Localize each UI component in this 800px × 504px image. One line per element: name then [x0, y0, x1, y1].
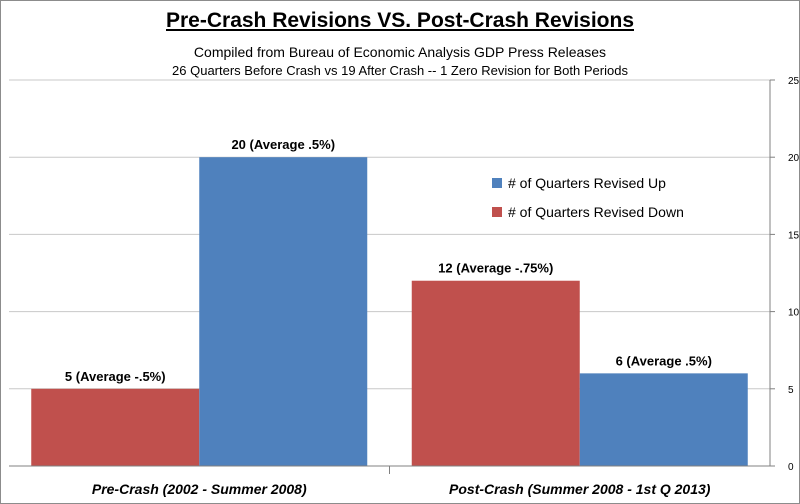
y-tick-label: 5: [788, 385, 794, 396]
data-label: 6 (Average .5%): [616, 353, 712, 368]
data-label: 20 (Average .5%): [231, 137, 335, 152]
legend-entry: # of Quarters Revised Up: [508, 175, 666, 191]
bar-up-0: [199, 157, 368, 466]
legend-swatch: [492, 207, 502, 217]
x-category-label: Post-Crash (Summer 2008 - 1st Q 2013): [449, 481, 711, 497]
x-category-label: Pre-Crash (2002 - Summer 2008): [92, 481, 307, 497]
bars: [31, 157, 748, 466]
y-tick-label: 10: [788, 308, 800, 319]
bar-up-1: [579, 373, 748, 466]
y-tick-label: 0: [788, 462, 794, 473]
data-label: 5 (Average -.5%): [65, 369, 166, 384]
bar-down-0: [31, 388, 200, 466]
y-tick-label: 20: [788, 153, 800, 164]
legend-swatch: [492, 178, 502, 188]
y-tick-label: 25: [788, 76, 800, 87]
data-label: 12 (Average -.75%): [438, 261, 553, 276]
legend-entry: # of Quarters Revised Down: [508, 204, 684, 220]
y-tick-label: 15: [788, 230, 800, 241]
data-labels: 5 (Average -.5%) 20 (Average .5%) 12 (Aver…: [65, 137, 712, 384]
bar-down-1: [411, 280, 580, 466]
axes: 0 5 10 15 20 25 Pre-Crash (2002 - Summer 2008)…: [9, 76, 800, 497]
legend: # of Quarters Revised Up # of Quarters Re…: [492, 175, 684, 220]
chart-subtitle-secondary: 26 Quarters Before Crash vs 19 After Cra…: [172, 63, 628, 78]
chart-subtitle: Compiled from Bureau of Economic Analysi…: [193, 44, 607, 60]
chart-title: Pre-Crash Revisions VS. Post-Crash Revis…: [166, 9, 634, 32]
